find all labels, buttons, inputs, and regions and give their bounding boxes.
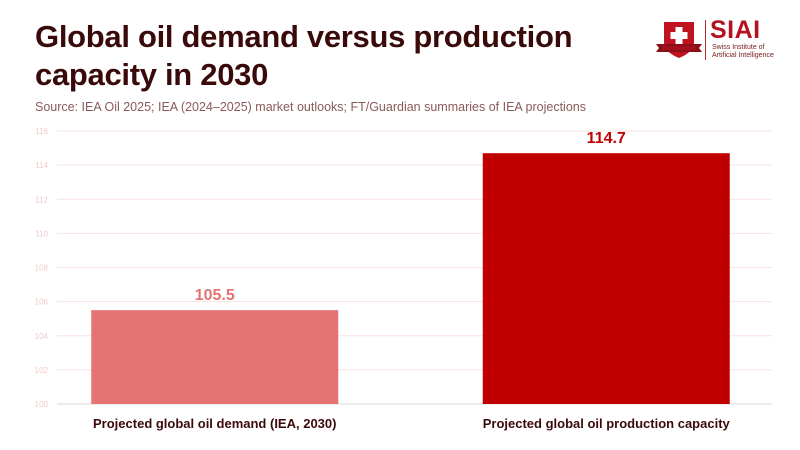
x-category-label: Projected global oil demand (IEA, 2030) [93, 416, 336, 431]
logo-brand: SIAI [710, 16, 761, 44]
y-tick-label: 104 [35, 332, 49, 341]
logo-tagline-2: Artificial Intelligence [712, 52, 774, 59]
logo-tagline-1: Swiss Institute of [712, 44, 765, 51]
x-category-label: Projected global oil production capacity [483, 416, 731, 431]
y-tick-label: 102 [35, 366, 49, 375]
y-tick-label: 106 [35, 298, 49, 307]
chart-source: Source: IEA Oil 2025; IEA (2024–2025) ma… [35, 100, 586, 114]
bar [91, 310, 339, 404]
y-tick-label: 114 [35, 161, 48, 170]
siai-logo: SIAI Swiss Institute of Artificial Intel… [648, 16, 778, 62]
y-tick-label: 108 [35, 264, 49, 273]
bar-value-label: 105.5 [195, 287, 235, 304]
y-tick-label: 110 [35, 229, 48, 238]
swiss-shield-icon [656, 22, 702, 58]
y-tick-label: 112 [35, 195, 48, 204]
bar-value-label: 114.7 [587, 130, 626, 147]
logo-divider [705, 20, 706, 60]
bar [482, 153, 730, 404]
y-tick-label: 116 [35, 127, 48, 136]
chart-title: Global oil demand versus production capa… [35, 19, 573, 92]
y-tick-label: 100 [35, 400, 49, 409]
